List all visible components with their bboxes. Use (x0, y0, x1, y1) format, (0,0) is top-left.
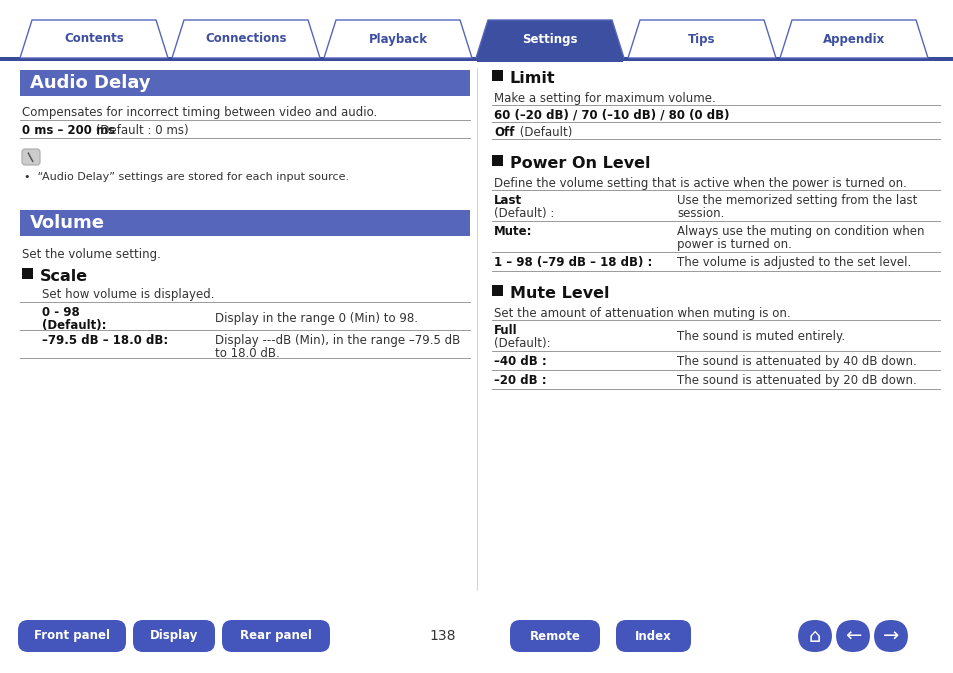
FancyBboxPatch shape (616, 620, 690, 652)
Text: Display ---dB (Min), in the range –79.5 dB: Display ---dB (Min), in the range –79.5 … (214, 334, 459, 347)
Text: Full: Full (494, 324, 517, 337)
Text: Audio Delay: Audio Delay (30, 74, 151, 92)
Bar (492, 285, 502, 296)
Text: Contents: Contents (64, 32, 124, 46)
Polygon shape (627, 20, 775, 58)
Text: Compensates for incorrect timing between video and audio.: Compensates for incorrect timing between… (22, 106, 376, 119)
Text: power is turned on.: power is turned on. (677, 238, 791, 251)
Text: (Default : 0 ms): (Default : 0 ms) (91, 124, 189, 137)
Text: The sound is attenuated by 40 dB down.: The sound is attenuated by 40 dB down. (677, 355, 916, 368)
Text: 1 – 98 (–79 dB – 18 dB) :: 1 – 98 (–79 dB – 18 dB) : (494, 256, 652, 269)
Text: Playback: Playback (368, 32, 427, 46)
Text: ←: ← (844, 627, 861, 645)
Text: ⌂: ⌂ (808, 627, 821, 645)
Text: Set the volume setting.: Set the volume setting. (22, 248, 161, 261)
Text: (Default) :: (Default) : (494, 207, 554, 220)
Polygon shape (172, 20, 319, 58)
Polygon shape (780, 20, 927, 58)
Text: Power On Level: Power On Level (510, 156, 650, 171)
Text: Mute Level: Mute Level (510, 286, 609, 301)
Text: Settings: Settings (521, 32, 578, 46)
Text: –79.5 dB – 18.0 dB:: –79.5 dB – 18.0 dB: (42, 334, 168, 347)
Text: Set the amount of attenuation when muting is on.: Set the amount of attenuation when mutin… (494, 307, 790, 320)
Text: Off: Off (494, 126, 514, 139)
Text: The sound is attenuated by 20 dB down.: The sound is attenuated by 20 dB down. (677, 374, 916, 387)
Text: Make a setting for maximum volume.: Make a setting for maximum volume. (494, 92, 715, 105)
FancyBboxPatch shape (510, 620, 599, 652)
Text: Appendix: Appendix (822, 32, 884, 46)
Text: (Default):: (Default): (42, 319, 107, 332)
Bar (0, 57, 953, 61)
Text: 0 ms – 200 ms: 0 ms – 200 ms (22, 124, 115, 137)
Polygon shape (20, 20, 168, 58)
Text: Remote: Remote (529, 629, 579, 643)
Text: Index: Index (635, 629, 671, 643)
Bar (476, 56, 622, 62)
Text: 0 - 98: 0 - 98 (42, 306, 80, 319)
Text: •  “Audio Delay” settings are stored for each input source.: • “Audio Delay” settings are stored for … (24, 172, 349, 182)
Text: Always use the muting on condition when: Always use the muting on condition when (677, 225, 923, 238)
Text: Last: Last (494, 194, 521, 207)
Text: (Default):: (Default): (494, 337, 550, 350)
FancyBboxPatch shape (873, 620, 907, 652)
Text: (Default): (Default) (516, 126, 572, 139)
Bar (20, 210, 470, 236)
Text: 60 (–20 dB) / 70 (–10 dB) / 80 (0 dB): 60 (–20 dB) / 70 (–10 dB) / 80 (0 dB) (494, 109, 729, 122)
Text: Define the volume setting that is active when the power is turned on.: Define the volume setting that is active… (494, 177, 906, 190)
FancyBboxPatch shape (132, 620, 214, 652)
Text: Rear panel: Rear panel (240, 629, 312, 643)
Text: Set how volume is displayed.: Set how volume is displayed. (42, 288, 214, 301)
Polygon shape (324, 20, 472, 58)
Bar (492, 70, 502, 81)
Text: –40 dB :: –40 dB : (494, 355, 546, 368)
Bar (492, 155, 502, 166)
Text: Connections: Connections (205, 32, 287, 46)
Polygon shape (476, 20, 623, 58)
FancyBboxPatch shape (222, 620, 330, 652)
Text: →: → (882, 627, 899, 645)
Bar (20, 70, 470, 96)
Bar (22, 268, 33, 279)
Text: Front panel: Front panel (34, 629, 110, 643)
Text: session.: session. (677, 207, 723, 220)
Text: Display: Display (150, 629, 198, 643)
FancyBboxPatch shape (835, 620, 869, 652)
Text: to 18.0 dB.: to 18.0 dB. (214, 347, 279, 360)
FancyBboxPatch shape (18, 620, 126, 652)
Text: Mute:: Mute: (494, 225, 532, 238)
Text: Limit: Limit (510, 71, 555, 86)
Text: Display in the range 0 (Min) to 98.: Display in the range 0 (Min) to 98. (214, 312, 417, 325)
Text: –20 dB :: –20 dB : (494, 374, 546, 387)
Text: 138: 138 (429, 629, 456, 643)
Text: Tips: Tips (687, 32, 715, 46)
Text: Scale: Scale (40, 269, 88, 284)
Text: The volume is adjusted to the set level.: The volume is adjusted to the set level. (677, 256, 910, 269)
Text: Volume: Volume (30, 214, 105, 232)
Text: Use the memorized setting from the last: Use the memorized setting from the last (677, 194, 917, 207)
Text: The sound is muted entirely.: The sound is muted entirely. (677, 330, 844, 343)
FancyBboxPatch shape (797, 620, 831, 652)
Text: /: / (25, 151, 37, 164)
FancyBboxPatch shape (22, 149, 40, 165)
